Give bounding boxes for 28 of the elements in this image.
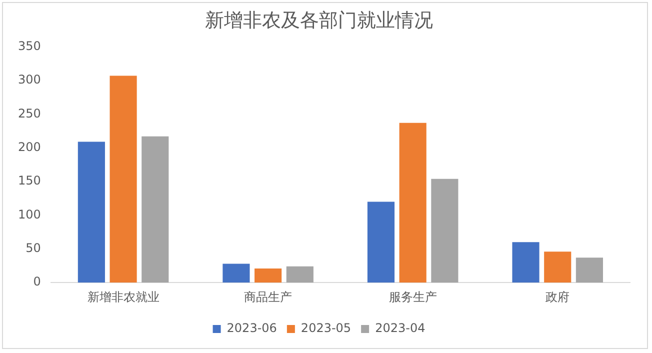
y-tick-label: 300: [18, 72, 41, 87]
y-tick-label: 150: [18, 174, 41, 188]
legend-label: 2023-04: [375, 321, 426, 336]
bar: [110, 76, 137, 283]
x-tick-label: 商品生产: [244, 290, 292, 304]
y-tick-label: 250: [18, 106, 41, 120]
bar: [367, 202, 395, 283]
bar: [544, 252, 572, 283]
bar: [222, 264, 250, 283]
legend-label: 2023-05: [300, 321, 352, 336]
y-tick-label: 350: [18, 38, 41, 53]
y-tick-label: 50: [26, 241, 41, 256]
legend-label: 2023-06: [226, 321, 277, 336]
bar: [512, 242, 540, 283]
y-tick-label: 100: [18, 207, 41, 222]
y-tick-label: 200: [18, 140, 41, 154]
x-tick-label: 政府: [546, 290, 570, 304]
x-tick-label: 服务生产: [388, 290, 437, 304]
bar: [78, 142, 105, 283]
bar: [286, 266, 314, 283]
bar: [254, 268, 282, 283]
x-tick-label: 新增非农就业: [87, 290, 160, 304]
chart-title: 新增非农及各部门就业情况: [205, 9, 433, 32]
bar: [399, 122, 426, 283]
bar: [431, 178, 458, 283]
bar: [142, 136, 169, 283]
y-tick-label: 0: [33, 274, 41, 289]
bar: [576, 258, 603, 283]
